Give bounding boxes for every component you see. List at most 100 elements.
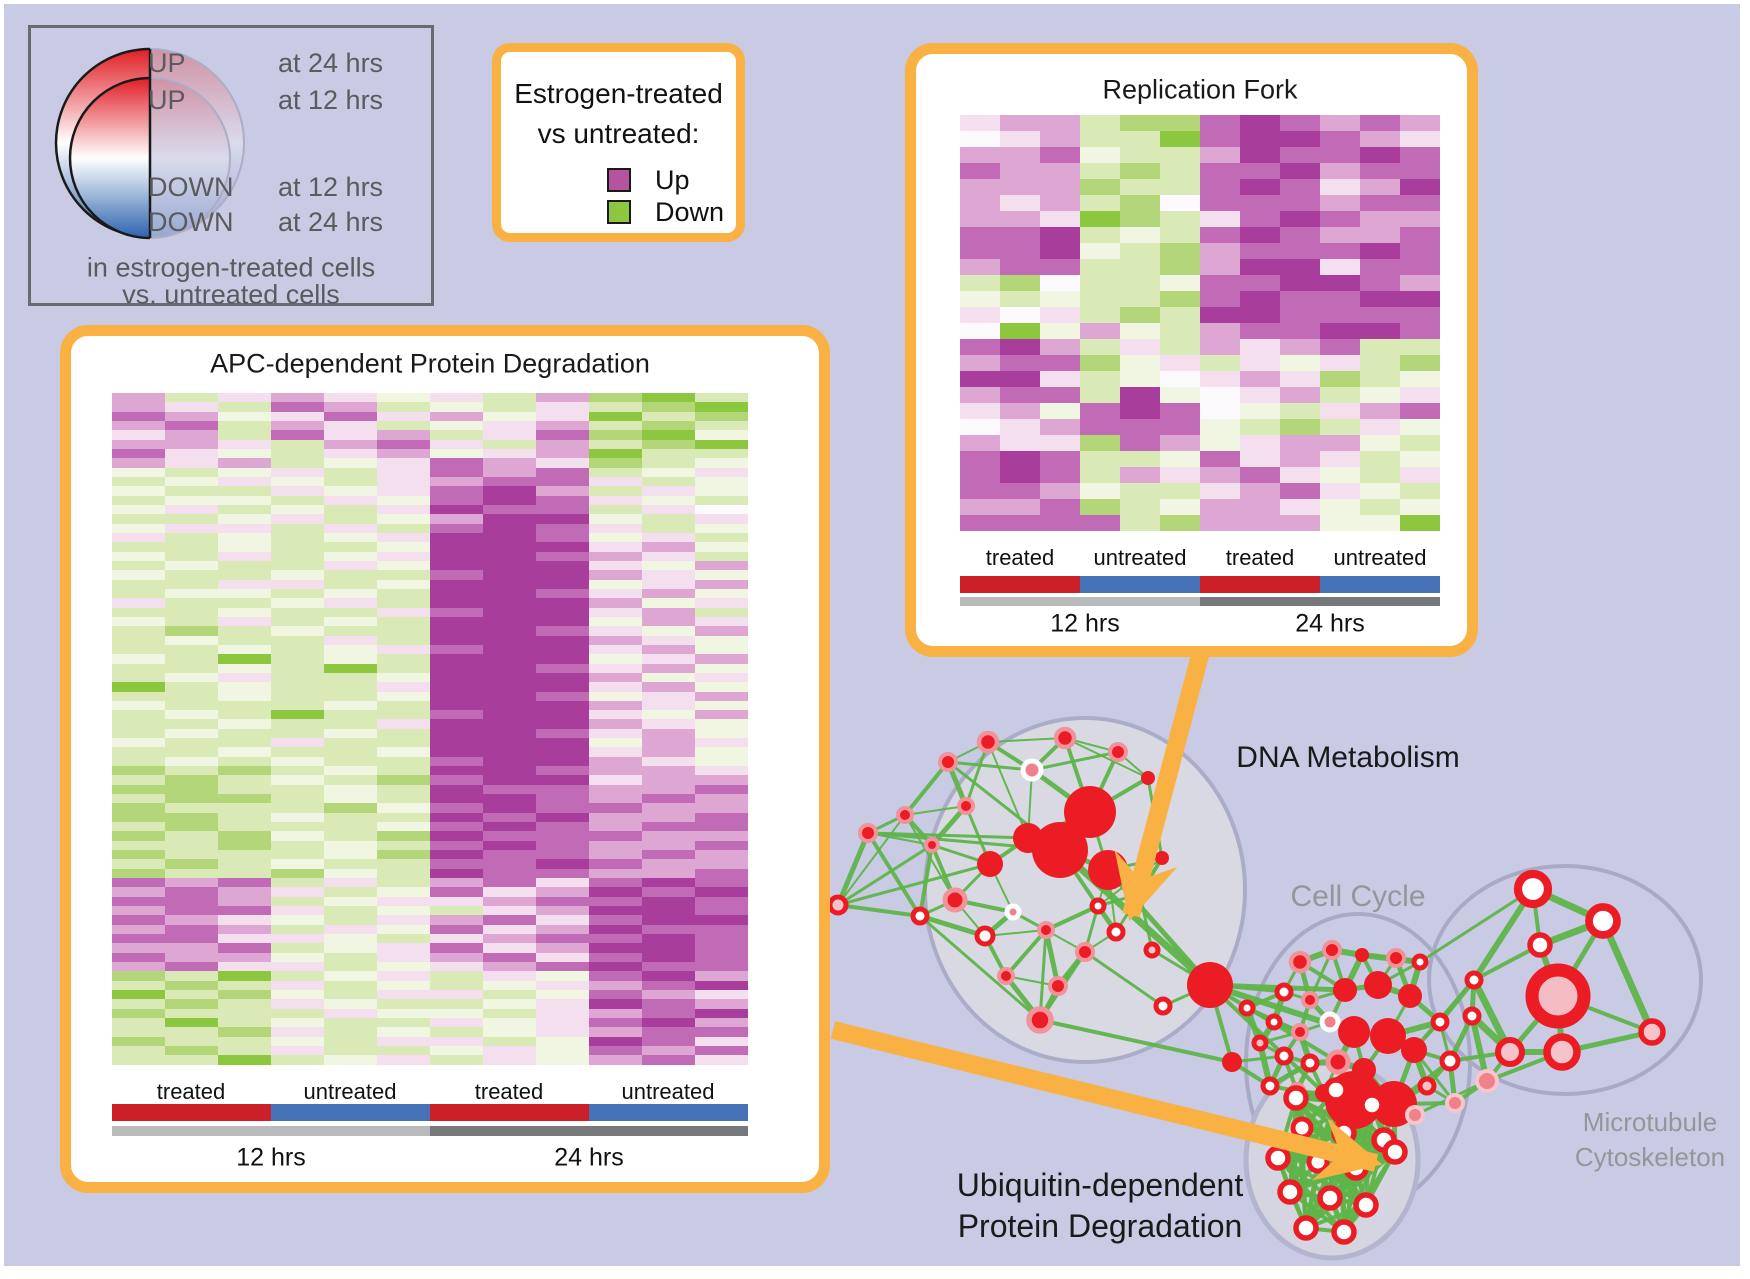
heatmap-cell	[1160, 387, 1200, 403]
heatmap-cell	[483, 458, 536, 468]
heatmap-cell	[960, 419, 1000, 435]
heatmap-cell	[589, 439, 642, 449]
rf-group-label-1: treated	[985, 545, 1055, 570]
heatmap-cell	[112, 644, 165, 655]
heatmap-cell	[1400, 275, 1440, 291]
heatmap-cell	[1360, 211, 1400, 227]
heatmap-cell	[271, 990, 324, 1000]
heatmap-cell	[324, 682, 377, 692]
heatmap-cell	[695, 738, 748, 748]
heatmap-cell	[377, 607, 430, 617]
heatmap-cell	[483, 588, 536, 599]
heatmap-cell	[165, 775, 218, 785]
heatmap-cell	[324, 495, 377, 505]
heatmap-cell	[165, 784, 218, 795]
heatmap-cell	[324, 710, 377, 720]
heatmap-cell	[377, 542, 430, 552]
heatmap-cell	[1360, 467, 1400, 483]
heatmap-cell	[1320, 227, 1360, 243]
heatmap-cell	[642, 532, 695, 543]
heatmap-cell	[271, 393, 324, 403]
heatmap-cell	[1080, 275, 1120, 291]
heatmap-cell	[483, 486, 536, 496]
heatmap-cell	[695, 402, 748, 412]
heatmap-cell	[1280, 451, 1320, 467]
heatmap-cell	[483, 747, 536, 757]
heatmap-cell	[1360, 147, 1400, 163]
heatmap-cell	[1280, 195, 1320, 211]
heatmap-cell	[324, 952, 377, 963]
heatmap-cell	[695, 411, 748, 421]
heatmap-cell	[1360, 307, 1400, 323]
heatmap-cell	[536, 710, 589, 720]
heatmap-cell	[112, 887, 165, 897]
heatmap-cell	[695, 672, 748, 683]
heatmap-cell	[324, 868, 377, 879]
heatmap-cell	[377, 980, 430, 990]
heatmap-cell	[430, 812, 483, 823]
heatmap-cell	[165, 1017, 218, 1028]
heatmap-cell	[1320, 147, 1360, 163]
heatmap-row	[112, 831, 748, 841]
heatmap-cell	[695, 542, 748, 552]
legend-up-inner-time: at 12 hrs	[278, 85, 384, 115]
heatmap-cell	[1240, 227, 1280, 243]
heatmap-cell	[271, 887, 324, 897]
heatmap-cell	[642, 691, 695, 701]
apc-24hrs-label: 24 hrs	[554, 1143, 624, 1172]
heatmap-cell	[271, 598, 324, 608]
heatmap-cell	[536, 644, 589, 655]
heatmap-cell	[1200, 291, 1240, 307]
heatmap-cell	[1160, 259, 1200, 275]
heatmap-cell	[483, 980, 536, 990]
up-color-swatch	[607, 168, 631, 192]
heatmap-cell	[1400, 371, 1440, 387]
heatmap-cell	[642, 654, 695, 664]
heatmap-cell	[960, 435, 1000, 451]
heatmap-cell	[165, 532, 218, 543]
heatmap-row	[112, 719, 748, 729]
heatmap-cell	[165, 831, 218, 841]
network-node-u16	[1405, 1105, 1425, 1125]
heatmap-cell	[218, 1045, 271, 1056]
heatmap-cell	[377, 850, 430, 860]
heatmap-cell	[642, 467, 695, 477]
heatmap-cell	[218, 672, 271, 683]
heatmap-row	[112, 486, 748, 496]
heatmap-cell	[960, 179, 1000, 195]
network-node-d03	[1020, 758, 1044, 782]
heatmap-cell	[430, 486, 483, 496]
heatmap-cell	[324, 859, 377, 869]
heatmap-cell	[218, 635, 271, 645]
heatmap-cell	[536, 467, 589, 477]
heatmap-cell	[324, 747, 377, 757]
heatmap-cell	[589, 467, 642, 477]
heatmap-cell	[1000, 403, 1040, 419]
heatmap-cell	[695, 784, 748, 795]
heatmap-row	[112, 411, 748, 421]
heatmap-cell	[271, 1055, 324, 1065]
heatmap-cell	[589, 747, 642, 757]
heatmap-cell	[112, 1045, 165, 1056]
heatmap-cell	[642, 738, 695, 748]
heatmap-cell	[271, 971, 324, 981]
network-edge	[904, 805, 967, 816]
heatmap-cell	[1000, 131, 1040, 147]
updown-legend-title-line2: vs untreated:	[537, 118, 700, 149]
heatmap-cell	[536, 738, 589, 748]
heatmap-row	[112, 682, 748, 692]
heatmap-cell	[1240, 515, 1280, 531]
apc-untreated-bar-12	[271, 1104, 430, 1121]
heatmap-cell	[430, 775, 483, 785]
heatmap-cell	[695, 1027, 748, 1037]
heatmap-cell	[960, 307, 1000, 323]
heatmap-cell	[377, 588, 430, 599]
heatmap-cell	[218, 962, 271, 972]
heatmap-row	[112, 691, 748, 701]
heatmap-cell	[1040, 467, 1080, 483]
heatmap-cell	[1280, 499, 1320, 515]
heatmap-cell	[271, 579, 324, 589]
network-edge	[1599, 919, 1656, 1034]
heatmap-cell	[1200, 515, 1240, 531]
